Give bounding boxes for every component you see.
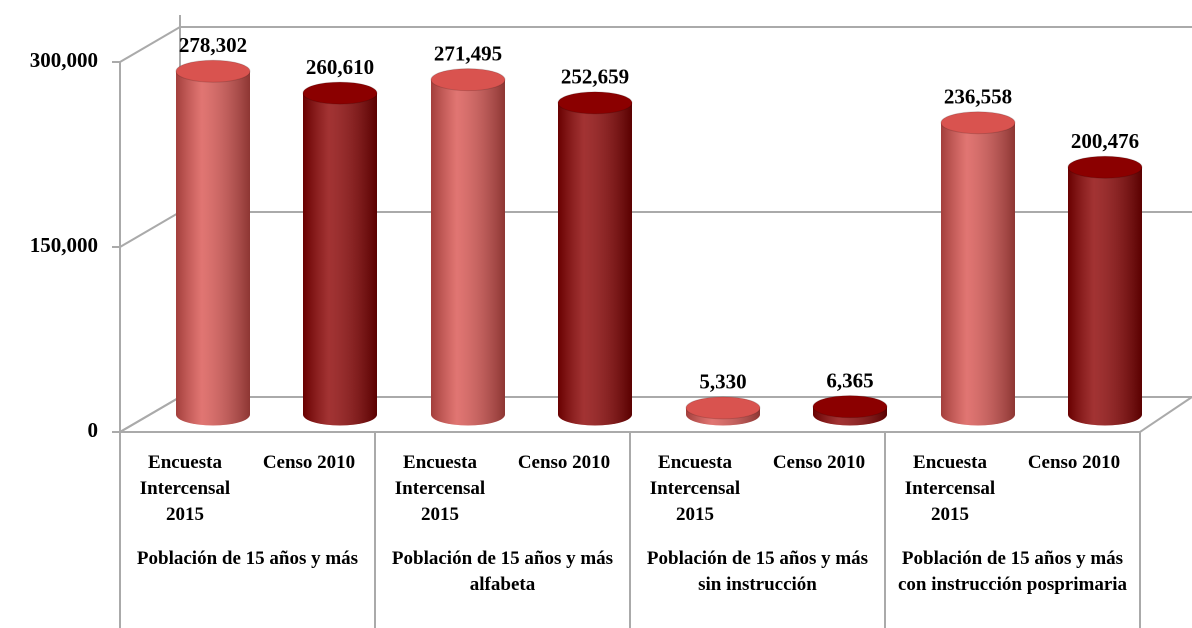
series-label: Censo 2010 [517, 452, 611, 473]
value-label: 252,659 [561, 65, 629, 89]
bar [685, 396, 761, 426]
value-label: 278,302 [179, 33, 247, 57]
bar [940, 111, 1016, 426]
value-label: 6,365 [826, 368, 873, 392]
series-label: Encuesta Intercensal 2015 [649, 452, 741, 525]
bar-body-shade [431, 79, 505, 415]
value-label: 236,558 [944, 85, 1012, 109]
series-label: Censo 2010 [772, 452, 866, 473]
category-label: Población de 15 años y más alfabeta [391, 548, 614, 595]
bar [175, 59, 251, 426]
bar [430, 68, 506, 426]
bar-top [685, 396, 761, 420]
bar-body-shade [941, 122, 1015, 415]
bar-top [812, 395, 888, 419]
y-tick-label: 300,000 [30, 48, 98, 72]
y-tick-label: 150,000 [30, 233, 98, 257]
bar-body-shade [558, 102, 632, 415]
bar-top [430, 68, 506, 92]
grid-line [119, 211, 1192, 248]
category-label: Población de 15 años y más [136, 548, 359, 569]
floor [116, 396, 1192, 433]
y-tick-label: 0 [88, 418, 99, 442]
series-label: Encuesta Intercensal 2015 [904, 452, 996, 525]
series-label: Encuesta Intercensal 2015 [139, 452, 231, 525]
bar-top [302, 81, 378, 105]
bar-body-shade [1068, 167, 1142, 415]
bar-body-shade [176, 71, 250, 415]
bar [302, 81, 378, 426]
grid-line [119, 26, 1192, 63]
value-label: 271,495 [434, 41, 502, 65]
bar-top [557, 91, 633, 115]
bar [812, 395, 888, 426]
bar-top [940, 111, 1016, 135]
bar-top [1067, 155, 1143, 179]
bar [1067, 155, 1143, 426]
bar-body-shade [303, 93, 377, 415]
series-label: Censo 2010 [262, 452, 356, 473]
bar [557, 91, 633, 426]
value-label: 5,330 [699, 370, 746, 394]
category-label: Población de 15 años y más sin instrucci… [646, 548, 869, 595]
bar-top [175, 59, 251, 83]
value-label: 200,476 [1071, 129, 1139, 153]
series-label: Censo 2010 [1027, 452, 1121, 473]
value-label: 260,610 [306, 55, 374, 79]
category-label: Población de 15 años y más con instrucci… [897, 548, 1128, 595]
series-label: Encuesta Intercensal 2015 [394, 452, 486, 525]
